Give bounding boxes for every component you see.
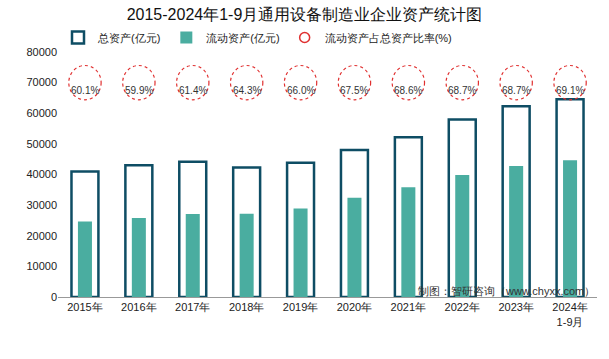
svg-text:61.4%: 61.4%: [179, 85, 207, 96]
svg-text:2023年: 2023年: [498, 301, 533, 313]
svg-text:制图：智研咨询（www.chyxx.com）: 制图：智研咨询（www.chyxx.com）: [418, 285, 595, 297]
svg-text:2021年: 2021年: [391, 301, 426, 313]
svg-text:总资产(亿元): 总资产(亿元): [97, 32, 160, 44]
svg-text:40000: 40000: [26, 168, 57, 180]
svg-text:30000: 30000: [26, 199, 57, 211]
svg-text:0: 0: [51, 291, 57, 303]
svg-text:70000: 70000: [26, 76, 57, 88]
svg-text:80000: 80000: [26, 46, 57, 58]
svg-text:2019年: 2019年: [283, 301, 318, 313]
svg-text:2020年: 2020年: [337, 301, 372, 313]
svg-text:2018年: 2018年: [229, 301, 264, 313]
svg-text:68.7%: 68.7%: [502, 85, 530, 96]
svg-text:流动资产(亿元): 流动资产(亿元): [206, 32, 279, 44]
svg-text:68.6%: 68.6%: [394, 85, 422, 96]
svg-text:60.1%: 60.1%: [71, 85, 99, 96]
svg-text:60000: 60000: [26, 107, 57, 119]
svg-text:2015-2024年1-9月通用设备制造业企业资产统计图: 2015-2024年1-9月通用设备制造业企业资产统计图: [127, 6, 483, 23]
svg-text:20000: 20000: [26, 230, 57, 242]
svg-text:59.9%: 59.9%: [125, 85, 153, 96]
svg-text:50000: 50000: [26, 138, 57, 150]
svg-text:2016年: 2016年: [121, 301, 156, 313]
svg-text:流动资产占总资产比率(%): 流动资产占总资产比率(%): [325, 32, 452, 44]
svg-text:2017年: 2017年: [175, 301, 210, 313]
svg-text:68.7%: 68.7%: [448, 85, 476, 96]
svg-text:2024年1-9月: 2024年1-9月: [552, 301, 587, 327]
svg-text:66.0%: 66.0%: [287, 85, 315, 96]
svg-text:69.1%: 69.1%: [556, 85, 584, 96]
svg-text:10000: 10000: [26, 260, 57, 272]
svg-text:67.5%: 67.5%: [340, 85, 368, 96]
svg-text:2015年: 2015年: [67, 301, 102, 313]
svg-text:2022年: 2022年: [445, 301, 480, 313]
svg-text:64.3%: 64.3%: [233, 85, 261, 96]
